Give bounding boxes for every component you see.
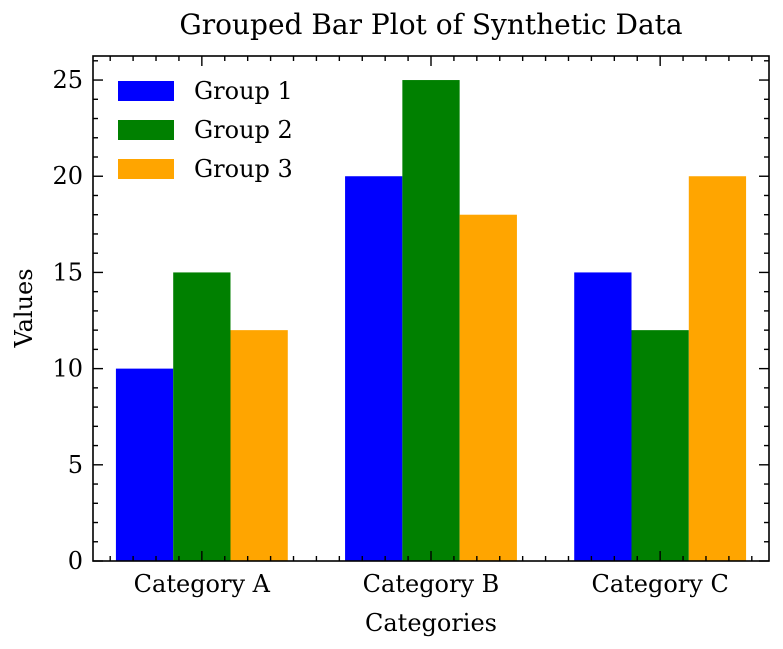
bar-group-3-0 xyxy=(230,330,288,561)
bar-group-2-2 xyxy=(631,330,689,561)
legend-label-group-1: Group 1 xyxy=(194,77,293,105)
y-tick-label: 20 xyxy=(52,162,83,190)
bar-group-3-1 xyxy=(459,214,517,561)
plot-frame xyxy=(92,55,770,562)
x-tick-label: Category C xyxy=(591,570,728,598)
legend-label-group-2: Group 2 xyxy=(194,116,293,144)
bar-group-2-0 xyxy=(173,272,231,561)
legend-swatch-group-2 xyxy=(118,120,174,140)
legend-label-group-3: Group 3 xyxy=(194,155,293,183)
bars xyxy=(115,80,747,562)
x-axis-label: Categories xyxy=(365,609,497,637)
axis-ticks xyxy=(93,56,769,562)
bar-group-1-0 xyxy=(115,368,174,561)
legend-swatch-group-1 xyxy=(118,81,174,101)
legend-swatch-group-3 xyxy=(118,159,174,179)
x-tick-label: Category A xyxy=(134,570,271,598)
legend: Group 1 Group 2 Group 3 xyxy=(118,77,293,183)
y-tick-label: 5 xyxy=(68,451,83,479)
bar-group-1-2 xyxy=(574,272,632,561)
y-tick-label: 15 xyxy=(52,258,83,286)
y-tick-label: 25 xyxy=(52,66,83,94)
y-axis-label: Values xyxy=(10,268,38,348)
y-tick-label: 0 xyxy=(68,547,83,575)
x-tick-label: Category B xyxy=(363,570,500,598)
bar-group-3-2 xyxy=(688,176,747,561)
bar-group-2-1 xyxy=(402,80,460,562)
chart-title: Grouped Bar Plot of Synthetic Data xyxy=(179,8,682,41)
tick-labels: 0 5 10 15 20 25 Category A Category B Category C xyxy=(52,66,728,598)
y-tick-label: 10 xyxy=(52,355,83,383)
bar-group-1-1 xyxy=(345,176,403,561)
